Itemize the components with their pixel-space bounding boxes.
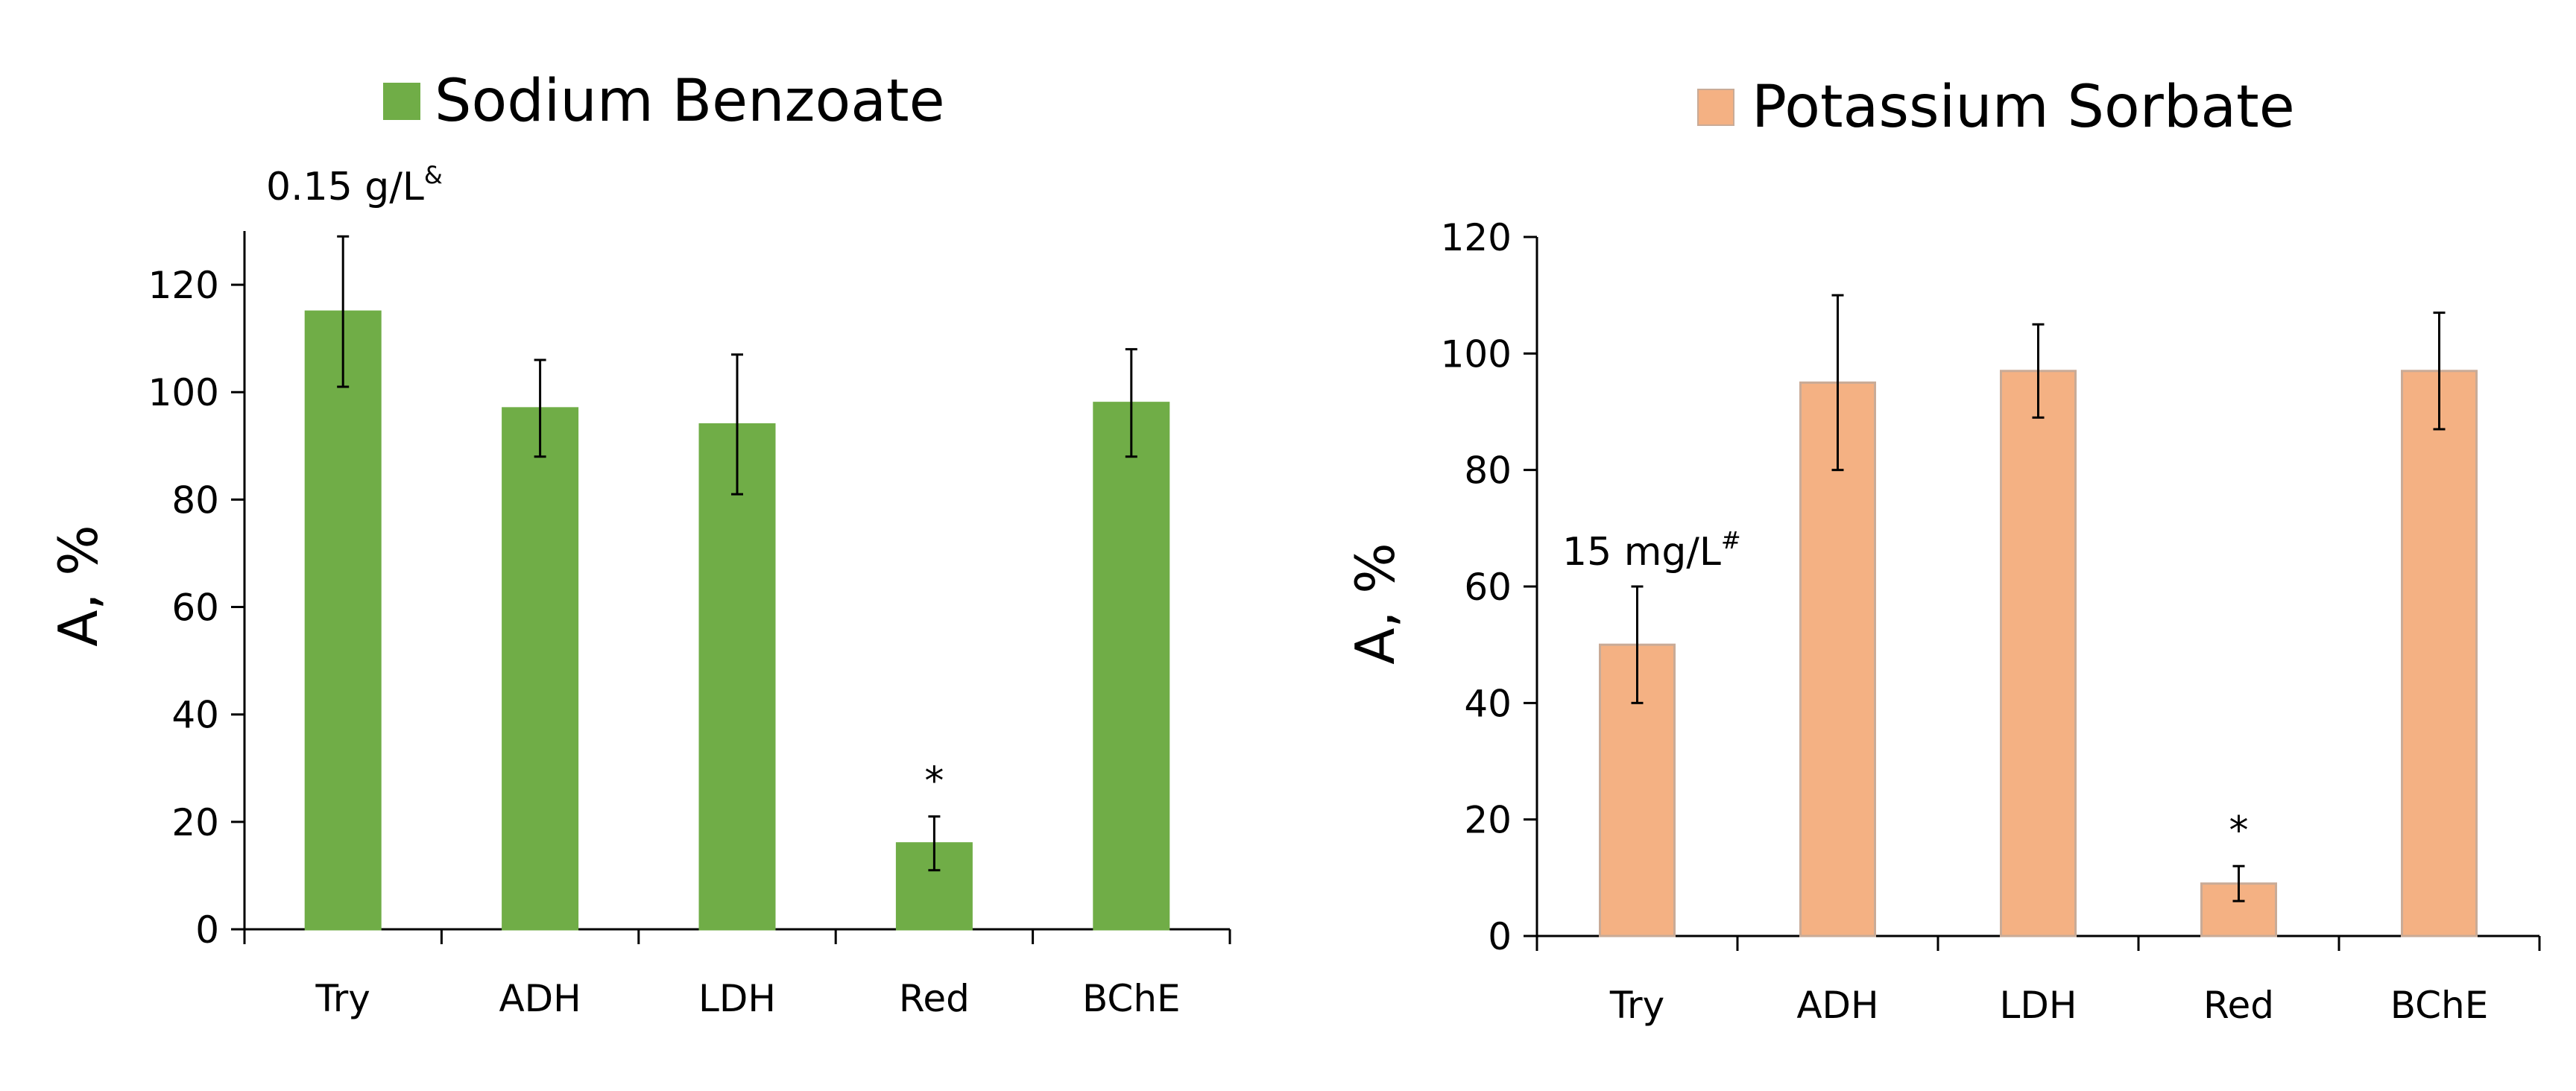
plot-area: 0 20 40 60 80 100 120 Try ADH LDH Red * BChE [1441,216,2541,1027]
concentration-note: 15 mg/L# [1562,526,1741,575]
bar-adh [1799,381,1876,937]
x-tick-label: Try [315,977,370,1020]
significance-marker: * [924,759,944,804]
x-tick-label: ADH [499,977,581,1020]
plot-area: 0 20 40 60 80 100 120 Try ADH LDH Red * BChE [148,231,1231,1020]
y-tick-label: 20 [171,801,219,844]
x-tick-label: LDH [2000,984,2077,1027]
potassium-sorbate-chart: Potassium Sorbate A, % 15 mg/L# 0 20 40 60 8… [1344,74,2541,1027]
y-tick-label: 0 [195,908,219,952]
legend: Sodium Benzoate [383,68,945,135]
x-tick-label: LDH [698,977,776,1020]
significance-marker: * [2229,809,2249,853]
bar-ldh [2000,370,2077,937]
y-tick-label: 20 [1464,799,1512,842]
y-tick-label: 120 [1441,216,1512,259]
y-tick-label: 60 [1464,566,1512,609]
bar-bche [2401,370,2478,937]
y-axis-label: A, % [47,525,110,646]
x-tick-label: ADH [1796,984,1878,1027]
x-tick-label: BChE [1082,977,1181,1020]
y-tick-label: 40 [171,694,219,737]
y-tick-label: 80 [1464,449,1512,493]
y-axis-label: A, % [1344,543,1407,664]
bar-bche [1093,402,1170,931]
x-tick-label: Try [1609,984,1664,1027]
y-tick-label: 0 [1488,915,1512,958]
legend-swatch [1697,89,1734,126]
bar-try [304,310,382,931]
y-tick-label: 100 [1441,332,1512,376]
concentration-note: 0.15 g/L& [266,161,443,209]
legend: Potassium Sorbate [1697,74,2295,141]
y-tick-label: 80 [171,478,219,522]
y-tick-label: 40 [1464,682,1512,725]
x-tick-label: BChE [2390,984,2489,1027]
legend-swatch [383,83,420,120]
legend-label: Sodium Benzoate [435,68,945,135]
bar-adh [502,407,579,931]
bar-ldh [698,423,776,931]
y-tick-label: 100 [148,371,219,414]
y-tick-label: 120 [148,264,219,307]
sodium-benzoate-chart: Sodium Benzoate A, % 0.15 g/L& 0 20 40 60 80… [47,68,1231,1020]
x-tick-label: Red [899,977,970,1020]
legend-label: Potassium Sorbate [1752,74,2295,141]
y-tick-label: 60 [171,586,219,630]
x-tick-label: Red [2203,984,2274,1027]
